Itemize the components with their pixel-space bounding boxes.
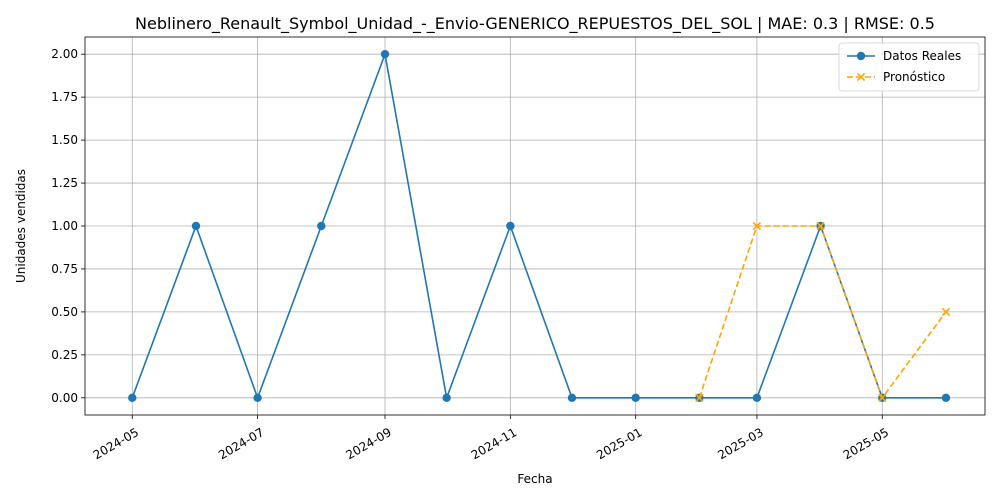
x-tick-label: 2025-01 (594, 425, 644, 462)
y-tick-label: 0.00 (51, 391, 78, 405)
x-axis-label: Fecha (517, 472, 552, 486)
y-tick-label: 2.00 (51, 47, 78, 61)
data-point (128, 393, 137, 403)
data-point (253, 393, 262, 403)
y-tick-label: 1.75 (51, 90, 78, 104)
y-tick-label: 1.00 (51, 219, 78, 233)
data-point (380, 49, 390, 59)
x-tick-label: 2024-11 (469, 425, 519, 462)
legend-item: Pronóstico (847, 70, 945, 84)
series-layer (128, 49, 951, 403)
x-tick-label: 2025-03 (715, 425, 765, 462)
grid-lines (85, 37, 985, 415)
y-tick-label: 1.50 (51, 133, 78, 147)
data-point (752, 393, 762, 403)
data-point (856, 51, 866, 61)
data-point (567, 393, 577, 403)
series-1 (695, 221, 951, 402)
chart-title: Neblinero_Renault_Symbol_Unidad_-_Envio-… (135, 14, 935, 34)
data-point (878, 393, 887, 402)
y-axis-label: Unidades vendidas (14, 169, 28, 283)
data-point (941, 393, 951, 403)
data-point (317, 221, 326, 231)
data-point (191, 221, 201, 231)
x-tick-label: 2024-09 (343, 425, 393, 462)
data-point (816, 221, 825, 231)
y-tick-label: 0.50 (51, 305, 78, 319)
x-axis: 2024-05 2024-07 2024-09 2024-11 2025-01 2025-… (91, 415, 891, 462)
legend: Datos Reales Pronóstico (838, 42, 980, 92)
y-tick-label: 1.25 (51, 176, 78, 190)
y-tick-label: 0.75 (51, 262, 78, 276)
data-point (856, 72, 866, 82)
x-tick-label: 2025-05 (841, 425, 891, 462)
data-point (752, 221, 762, 231)
x-tick-label: 2024-07 (216, 425, 266, 462)
series-line (131, 51, 946, 401)
legend-box (838, 42, 980, 92)
data-point (506, 221, 515, 231)
data-point (631, 393, 640, 403)
x-tick-label: 2024-05 (91, 425, 141, 462)
legend-label: Datos Reales (883, 49, 961, 63)
legend-item: Datos Reales (847, 49, 961, 63)
y-axis: 0.00 0.25 0.50 0.75 1.00 1.25 1.50 1.75 2.00 (51, 47, 85, 405)
data-point (442, 393, 451, 403)
data-point (941, 307, 951, 317)
legend-label: Pronóstico (883, 70, 945, 84)
data-point (695, 393, 704, 402)
y-tick-label: 0.25 (51, 348, 78, 362)
